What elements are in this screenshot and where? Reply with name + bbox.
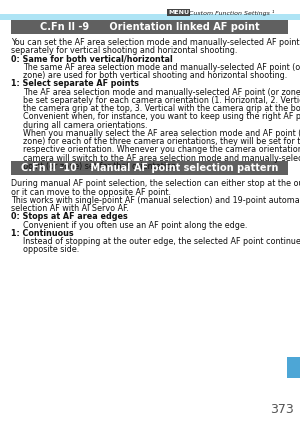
Bar <box>286 357 300 378</box>
Text: be set separately for each camera orientation (1. Horizontal, 2. Vertical with: be set separately for each camera orient… <box>23 96 300 105</box>
Text: or it can move to the opposite AF point.: or it can move to the opposite AF point. <box>11 187 171 197</box>
Text: The same AF area selection mode and manually-selected AF point (or: The same AF area selection mode and manu… <box>23 63 300 72</box>
Bar <box>0 14 300 20</box>
Text: point (or zone) set for that orientation.: point (or zone) set for that orientation… <box>23 162 179 171</box>
Text: C.Fn II -10    Manual AF point selection pattern: C.Fn II -10 Manual AF point selection pa… <box>21 163 279 173</box>
Text: 0: Same for both vertical/horizontal: 0: Same for both vertical/horizontal <box>11 55 173 63</box>
Text: the camera grip at the top, 3. Vertical with the camera grip at the bottom).: the camera grip at the top, 3. Vertical … <box>23 104 300 113</box>
Bar <box>11 20 288 34</box>
Text: You can set the AF area selection mode and manually-selected AF point: You can set the AF area selection mode a… <box>11 38 300 47</box>
Text: When you manually select the AF area selection mode and AF point (or: When you manually select the AF area sel… <box>23 129 300 138</box>
Text: zone) for each of the three camera orientations, they will be set for the: zone) for each of the three camera orien… <box>23 137 300 146</box>
Text: This works with single-point AF (manual selection) and 19-point automatic: This works with single-point AF (manual … <box>11 196 300 205</box>
Text: The AF area selection mode and manually-selected AF point (or zone) can: The AF area selection mode and manually-… <box>23 88 300 96</box>
Text: Convenient when, for instance, you want to keep using the right AF point: Convenient when, for instance, you want … <box>23 112 300 121</box>
Text: 373: 373 <box>270 403 294 416</box>
Text: Instead of stopping at the outer edge, the selected AF point continues to the: Instead of stopping at the outer edge, t… <box>23 237 300 246</box>
Text: respective orientation. Whenever you change the camera orientation, the: respective orientation. Whenever you cha… <box>23 145 300 154</box>
Text: During manual AF point selection, the selection can either stop at the outer edg: During manual AF point selection, the se… <box>11 179 300 188</box>
Text: 1: Continuous: 1: Continuous <box>11 229 74 238</box>
Text: opposite side.: opposite side. <box>23 245 80 254</box>
Text: Custom Function Settings ¹: Custom Function Settings ¹ <box>189 10 274 16</box>
Text: Convenient if you often use an AF point along the edge.: Convenient if you often use an AF point … <box>23 220 248 230</box>
Text: selection AF with AI Servo AF.: selection AF with AI Servo AF. <box>11 204 129 213</box>
Text: zone) are used for both vertical shooting and horizontal shooting.: zone) are used for both vertical shootin… <box>23 71 288 80</box>
Bar <box>11 161 288 175</box>
Text: separately for vertical shooting and horizontal shooting.: separately for vertical shooting and hor… <box>11 46 238 55</box>
Text: camera will switch to the AF area selection mode and manually-selected AF: camera will switch to the AF area select… <box>23 154 300 162</box>
Text: 0: Stops at AF area edges: 0: Stops at AF area edges <box>11 212 128 221</box>
Text: MENU: MENU <box>168 10 189 15</box>
Text: 1: Select separate AF points: 1: Select separate AF points <box>11 79 140 88</box>
Text: C.Fn II -9      Orientation linked AF point: C.Fn II -9 Orientation linked AF point <box>40 22 260 32</box>
Text: during all camera orientations.: during all camera orientations. <box>23 121 148 129</box>
